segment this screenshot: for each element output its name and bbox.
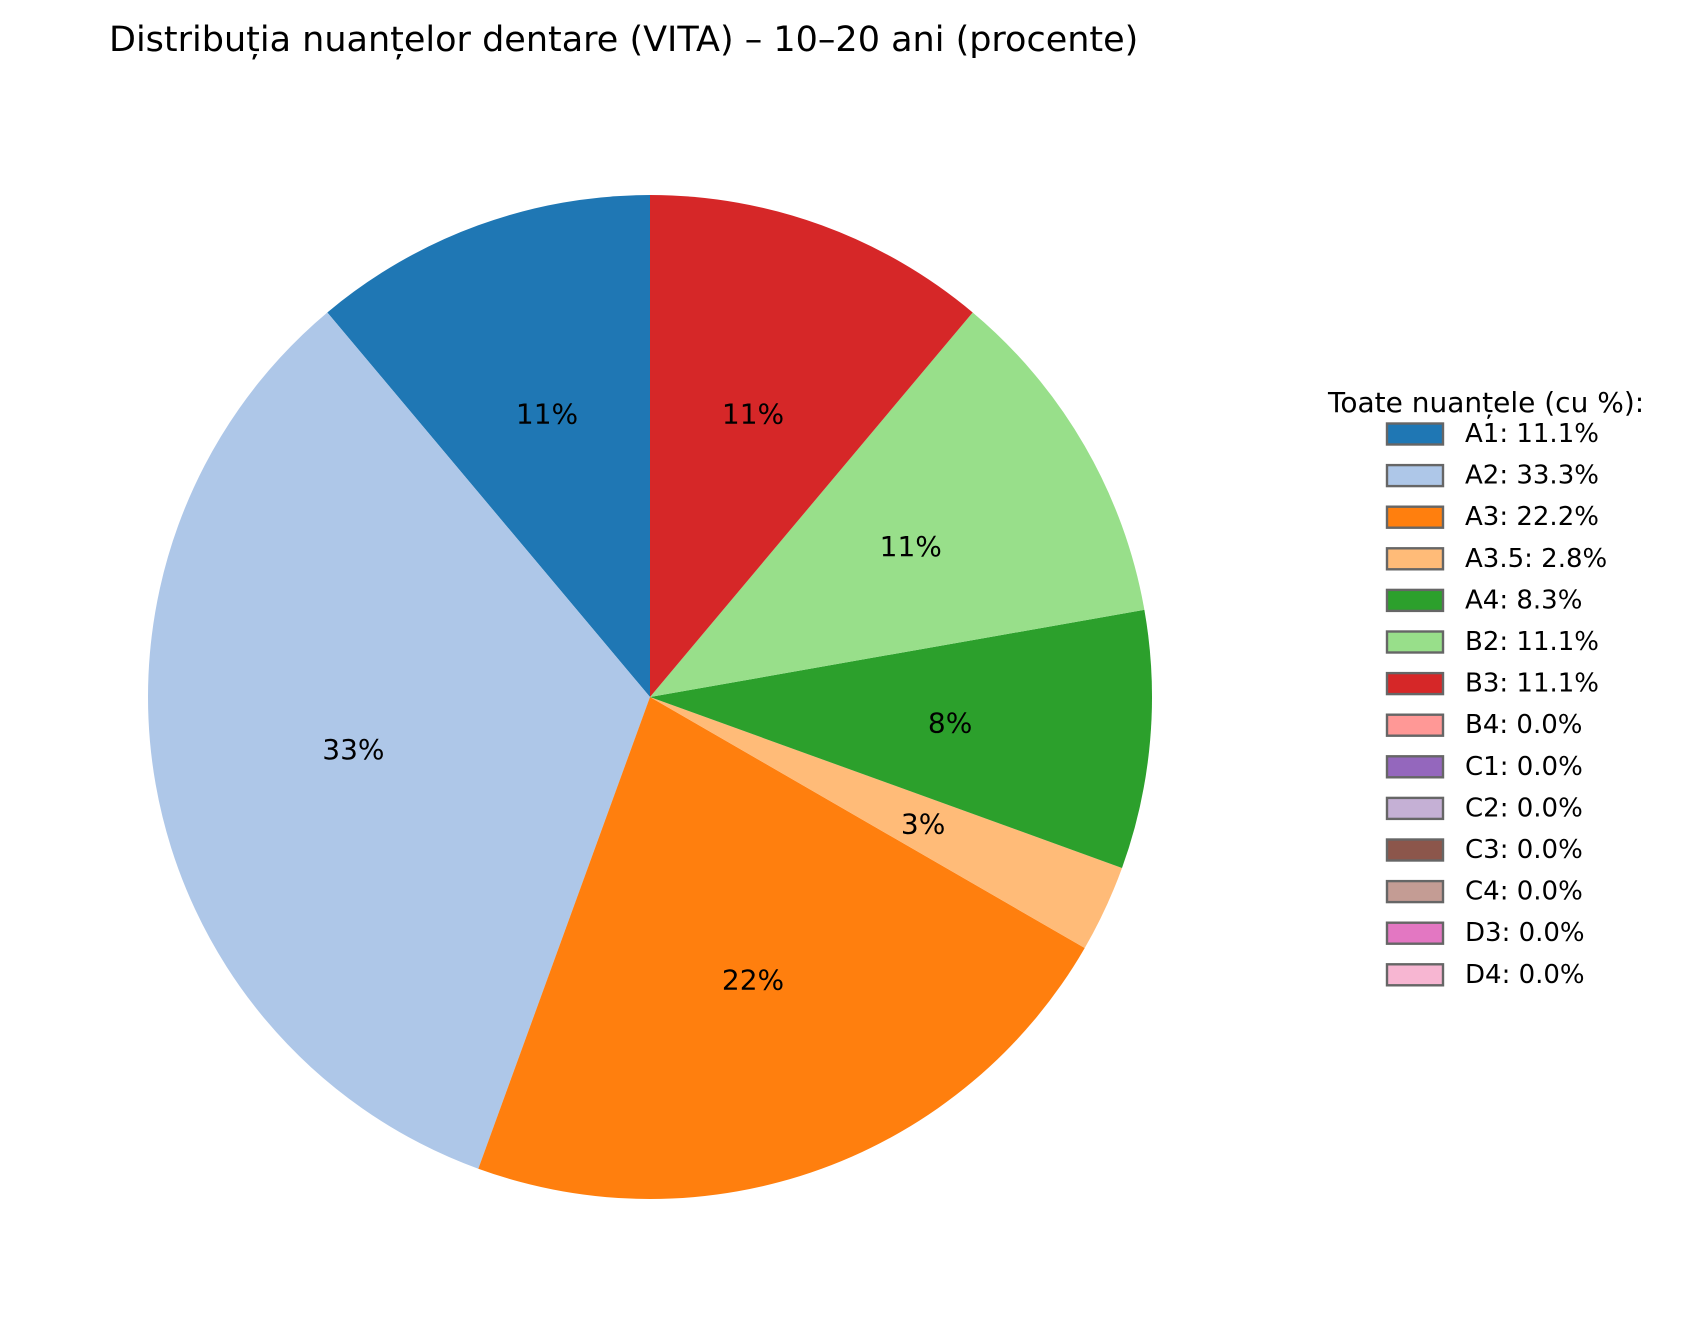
legend-title: Toate nuanțele (cu %): <box>1327 386 1644 419</box>
legend-label-b4: B4: 0.0% <box>1465 710 1582 740</box>
legend-label-b3: B3: 11.1% <box>1465 669 1599 699</box>
legend-label-c3: C3: 0.0% <box>1465 835 1583 865</box>
legend-swatch-a3-5 <box>1385 547 1445 571</box>
legend-label-c2: C2: 0.0% <box>1465 793 1583 823</box>
legend-swatch-c1 <box>1385 755 1445 779</box>
legend-swatch-d4 <box>1385 963 1445 987</box>
legend-swatch-a1 <box>1385 422 1445 446</box>
pie-pct-label-a3-5: 3% <box>901 808 945 841</box>
legend-label-b2: B2: 11.1% <box>1465 627 1599 657</box>
pie-pct-label-a4: 8% <box>928 707 972 740</box>
pie-pct-label-a2: 33% <box>322 733 384 766</box>
legend-label-d4: D4: 0.0% <box>1465 960 1585 990</box>
legend-swatch-a3 <box>1385 505 1445 529</box>
pie-pct-label-b3: 11% <box>722 398 784 431</box>
legend-label-a4: A4: 8.3% <box>1465 585 1582 615</box>
legend-swatch-c2 <box>1385 796 1445 821</box>
legend-swatch-b4 <box>1385 713 1445 737</box>
pie-slice-b2 <box>650 312 1145 697</box>
pie-pct-label-b2: 11% <box>880 530 942 563</box>
legend-label-c4: C4: 0.0% <box>1465 877 1583 907</box>
chart-title: Distribuția nuanțelor dentare (VITA) – 1… <box>109 20 1138 60</box>
pie-slice-a3 <box>478 697 1085 1200</box>
legend-swatch-c4 <box>1385 879 1445 904</box>
pie-percent-labels: 11% 33% 22% 3% 8% 11% 11% <box>322 398 972 997</box>
pie-slice-a1 <box>327 195 650 697</box>
pie-pct-label-a1: 11% <box>516 398 578 431</box>
legend-swatch-b3 <box>1385 671 1445 696</box>
legend-items: A1: 11.1% A2: 33.3% A3: 22.2% A3.5: 2.8% A4:… <box>1385 419 1607 990</box>
legend: Toate nuanțele (cu %): A1: 11.1% A2: 33.3… <box>1327 386 1644 990</box>
pie-slice-a4 <box>650 609 1152 868</box>
legend-swatch-d3 <box>1385 921 1445 945</box>
legend-label-d3: D3: 0.0% <box>1465 918 1585 948</box>
pie-slice-a3-5 <box>650 697 1122 948</box>
legend-label-c1: C1: 0.0% <box>1465 752 1583 782</box>
pie-slice-a2 <box>148 312 650 1169</box>
legend-label-a3: A3: 22.2% <box>1465 502 1599 532</box>
legend-swatch-a2 <box>1385 463 1445 488</box>
pie-slice-b3 <box>650 195 973 697</box>
legend-label-a2: A2: 33.3% <box>1465 461 1599 491</box>
legend-label-a3-5: A3.5: 2.8% <box>1465 544 1607 574</box>
legend-label-a1: A1: 11.1% <box>1465 419 1599 449</box>
pie-slices <box>148 195 1152 1200</box>
legend-swatch-a4 <box>1385 588 1445 613</box>
legend-swatch-c3 <box>1385 838 1445 862</box>
legend-swatch-b2 <box>1385 630 1445 654</box>
pie-pct-label-a3: 22% <box>722 964 784 997</box>
